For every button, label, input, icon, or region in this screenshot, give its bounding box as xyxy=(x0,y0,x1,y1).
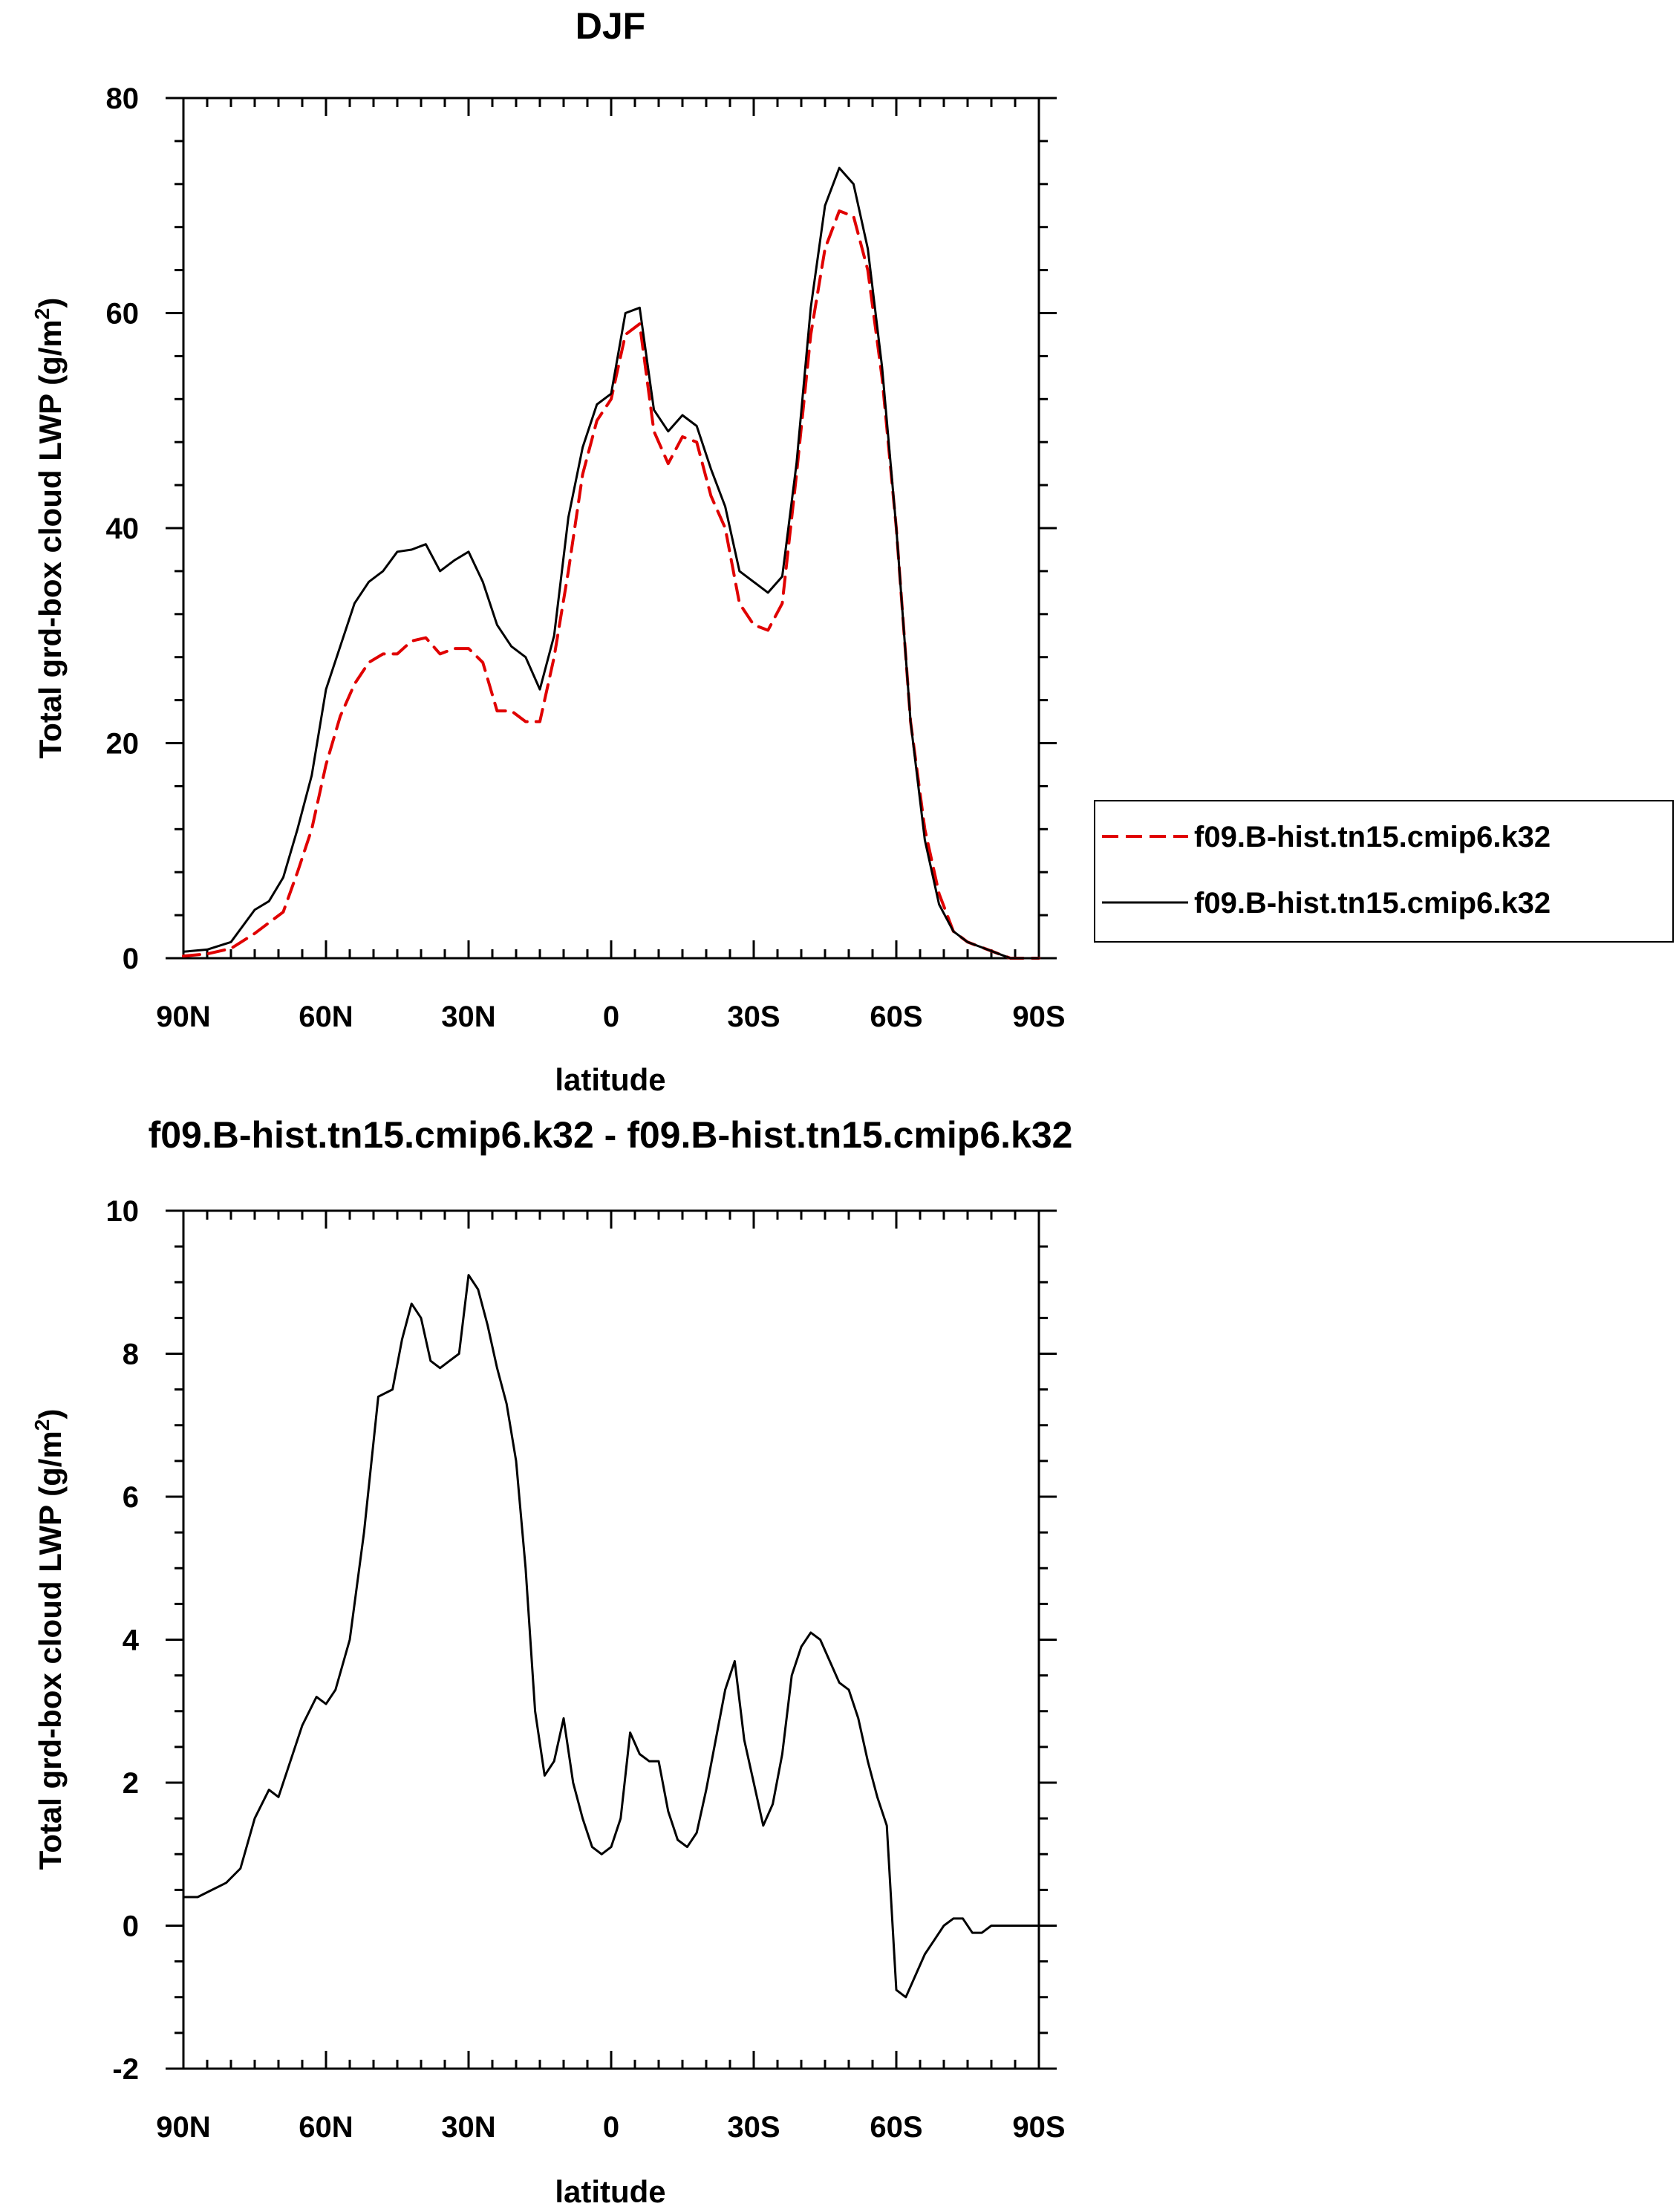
top-tick-labels: 90N 60N 30N 0 30S 60S 90S 0 20 40 60 80 xyxy=(106,82,1066,1033)
x-tick-label: 60N xyxy=(299,1001,353,1033)
y-tick-label: -2 xyxy=(112,2053,139,2086)
series-line-2 xyxy=(182,166,1040,960)
top-chart-title: DJF xyxy=(576,5,645,47)
x-tick-label: 0 xyxy=(603,1001,619,1033)
x-tick-label: 60S xyxy=(870,2111,922,2144)
y-tick-label: 4 xyxy=(123,1624,140,1657)
y-tick-label: 2 xyxy=(123,1767,139,1800)
bottom-chart-title: f09.B-hist.tn15.cmip6.k32 - f09.B-hist.t… xyxy=(149,1114,1073,1156)
top-axis-ticks xyxy=(166,97,1057,960)
top-y-axis-label: Total grd-box cloud LWP (g/m2) xyxy=(30,298,68,759)
y-tick-label: 8 xyxy=(123,1338,139,1371)
y-tick-label: 0 xyxy=(123,1910,139,1943)
y-tick-label: 0 xyxy=(123,943,139,975)
bottom-y-axis-label: Total grd-box cloud LWP (g/m2) xyxy=(30,1409,68,1870)
x-tick-label: 0 xyxy=(603,2111,619,2144)
y-tick-label: 20 xyxy=(106,728,140,761)
x-tick-label: 60N xyxy=(299,2111,353,2144)
bottom-chart-panel: f09.B-hist.tn15.cmip6.k32 - f09.B-hist.t… xyxy=(30,1114,1072,2209)
bottom-tick-labels: 90N 60N 30N 0 30S 60S 90S -2 0 2 4 6 8 10 xyxy=(106,1195,1066,2144)
legend: f09.B-hist.tn15.cmip6.k32 f09.B-hist.tn1… xyxy=(1094,800,1674,943)
x-tick-label: 90N xyxy=(156,1001,210,1033)
bottom-plot-frame xyxy=(182,1209,1040,2070)
x-tick-label: 60S xyxy=(870,1001,922,1033)
x-tick-label: 90N xyxy=(156,2111,210,2144)
x-tick-label: 30N xyxy=(441,2111,495,2144)
y-tick-label: 40 xyxy=(106,513,140,545)
y-tick-label: 80 xyxy=(106,82,140,115)
x-tick-label: 90S xyxy=(1012,1001,1065,1033)
top-series-lines xyxy=(182,166,1040,960)
legend-box xyxy=(1094,800,1674,943)
bottom-series-lines xyxy=(182,1274,1040,1999)
x-tick-label: 90S xyxy=(1012,2111,1065,2144)
y-tick-label: 60 xyxy=(106,298,140,331)
top-chart-panel: DJF 90N 60N 30N 0 30S 60S 90S 0 20 40 60 80 latitud… xyxy=(30,5,1674,1097)
top-x-axis-label: latitude xyxy=(555,1062,665,1097)
series-line-1 xyxy=(182,209,1040,960)
x-tick-label: 30N xyxy=(441,1001,495,1033)
series-line-1 xyxy=(182,1274,1040,1999)
bottom-x-axis-label: latitude xyxy=(555,2174,665,2209)
x-tick-label: 30S xyxy=(727,1001,780,1033)
x-tick-label: 30S xyxy=(727,2111,780,2144)
legend-label-series-1: f09.B-hist.tn15.cmip6.k32 xyxy=(1194,821,1551,853)
top-plot-frame xyxy=(182,97,1040,960)
bottom-axis-ticks xyxy=(166,1209,1057,2070)
legend-label-series-2: f09.B-hist.tn15.cmip6.k32 xyxy=(1194,887,1551,920)
y-tick-label: 6 xyxy=(123,1481,139,1514)
y-tick-label: 10 xyxy=(106,1195,140,1228)
